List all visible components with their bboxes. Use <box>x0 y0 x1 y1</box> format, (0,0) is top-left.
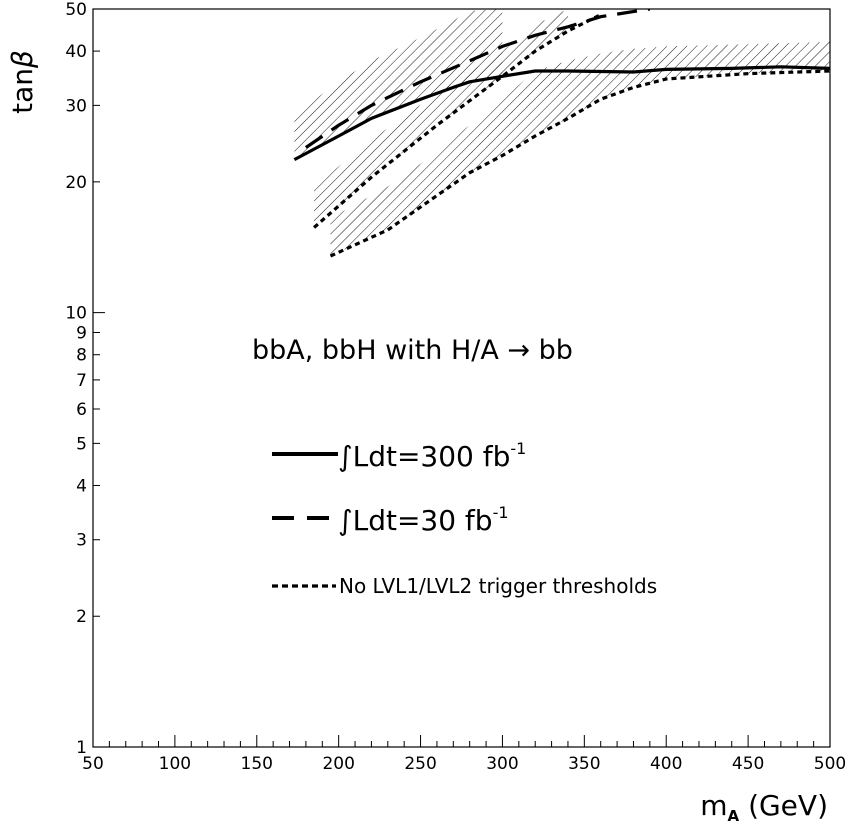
legend-entry-300: ∫Ldt=300 fb-1 <box>338 439 526 473</box>
series-solid-line-0 <box>293 65 830 162</box>
x-axis-title-space <box>739 789 748 822</box>
x-tick-label-500: 500 <box>814 754 846 774</box>
hatched-bands <box>294 9 830 257</box>
process-annotation: bbA, bbH with H/A → bb <box>252 335 573 366</box>
legend-entry-300-integral: ∫ <box>338 440 353 473</box>
x-tick-label-400: 400 <box>650 754 682 774</box>
legend-entry-30-sup: -1 <box>493 503 509 522</box>
legend-entry-300-label: Ldt=300 fb <box>353 440 511 473</box>
x-axis-title-sub: A <box>728 807 740 825</box>
axis-ticks <box>92 8 831 748</box>
y-tick-label-9: 9 <box>76 323 87 343</box>
x-axis-title: mA (GeV) <box>700 789 828 825</box>
x-tick-label-100: 100 <box>159 754 191 774</box>
legend-entry-30-integral: ∫ <box>338 504 353 537</box>
y-tick-label-50: 50 <box>65 0 87 20</box>
plot-frame <box>92 8 831 748</box>
y-tick-label-4: 4 <box>76 476 87 496</box>
x-tick-label-450: 450 <box>732 754 764 774</box>
y-tick-label-3: 3 <box>76 531 87 551</box>
y-tick-label-7: 7 <box>76 371 87 391</box>
y-tick-label-5: 5 <box>76 434 87 454</box>
series-dashed-line-1 <box>305 9 651 149</box>
y-tick-label-10: 10 <box>65 304 87 324</box>
y-tick-label-2: 2 <box>76 607 87 627</box>
y-axis-title: tanβ <box>6 50 39 114</box>
hatch-band-2 <box>330 41 830 257</box>
y-tick-label-8: 8 <box>76 346 87 366</box>
legend-entry-no-trigger: No LVL1/LVL2 trigger thresholds <box>339 574 657 598</box>
y-tick-label-20: 20 <box>65 173 87 193</box>
y-axis-title-greek: β <box>6 50 39 69</box>
y-tick-label-30: 30 <box>65 96 87 116</box>
series-dotted-line-2 <box>313 13 602 229</box>
y-axis-title-main: tan <box>6 68 39 114</box>
x-axis-title-main: m <box>700 789 727 822</box>
legend-entry-30: ∫Ldt=30 fb-1 <box>338 503 509 537</box>
x-tick-label-250: 250 <box>404 754 436 774</box>
x-tick-label-300: 300 <box>486 754 518 774</box>
legend-entry-300-sup: -1 <box>510 439 526 458</box>
x-axis-title-unit: (GeV) <box>748 789 828 822</box>
series-layer <box>293 9 830 258</box>
hatch-band-1 <box>314 9 568 228</box>
y-tick-label-40: 40 <box>65 42 87 62</box>
x-tick-label-50: 50 <box>82 754 104 774</box>
x-tick-label-150: 150 <box>241 754 273 774</box>
legend: ∫Ldt=300 fb-1 ∫Ldt=30 fb-1 No LVL1/LVL2 … <box>272 439 657 598</box>
y-tick-label-1: 1 <box>76 738 87 758</box>
tick-labels: 50 100 150 200 250 300 350 400 450 500 1 2 3 4 5 6 7 8 910… <box>65 0 846 774</box>
x-tick-label-200: 200 <box>322 754 354 774</box>
legend-entry-30-label: Ldt=30 fb <box>353 504 493 537</box>
y-tick-label-6: 6 <box>76 400 87 420</box>
series-dotted-line-3 <box>329 69 830 258</box>
x-tick-label-350: 350 <box>568 754 600 774</box>
